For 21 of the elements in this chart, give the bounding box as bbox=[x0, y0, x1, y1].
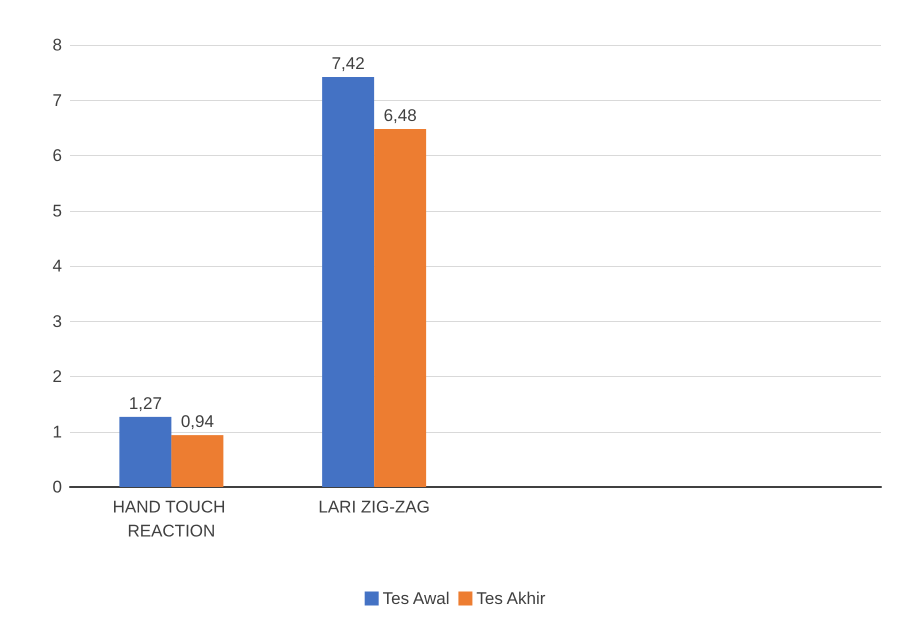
y-tick-label: 8 bbox=[52, 36, 62, 54]
y-tick-label: 0 bbox=[52, 478, 62, 496]
data-label: 6,48 bbox=[384, 106, 417, 125]
y-tick-label: 6 bbox=[52, 146, 62, 165]
y-tick-label: 4 bbox=[52, 256, 62, 276]
bar bbox=[374, 128, 426, 487]
data-label: 0,94 bbox=[180, 412, 214, 432]
bar bbox=[322, 77, 374, 487]
x-tick-label: LARI ZIG-ZAG bbox=[318, 498, 430, 516]
y-tick-label: 5 bbox=[52, 201, 62, 220]
x-tick-label: HAND TOUCH REACTION bbox=[112, 498, 230, 540]
data-label: 7,42 bbox=[332, 54, 365, 74]
legend-label: Tes Akhir bbox=[476, 589, 546, 608]
legend-label: Tes Awal bbox=[382, 589, 450, 608]
y-tick-label: 2 bbox=[52, 367, 62, 386]
data-label: 1,27 bbox=[128, 394, 162, 413]
y-tick-label: 3 bbox=[52, 312, 62, 331]
y-tick-label: 1 bbox=[52, 422, 62, 442]
bar bbox=[119, 416, 172, 487]
bar bbox=[171, 435, 224, 487]
y-tick-label: 7 bbox=[52, 90, 62, 110]
